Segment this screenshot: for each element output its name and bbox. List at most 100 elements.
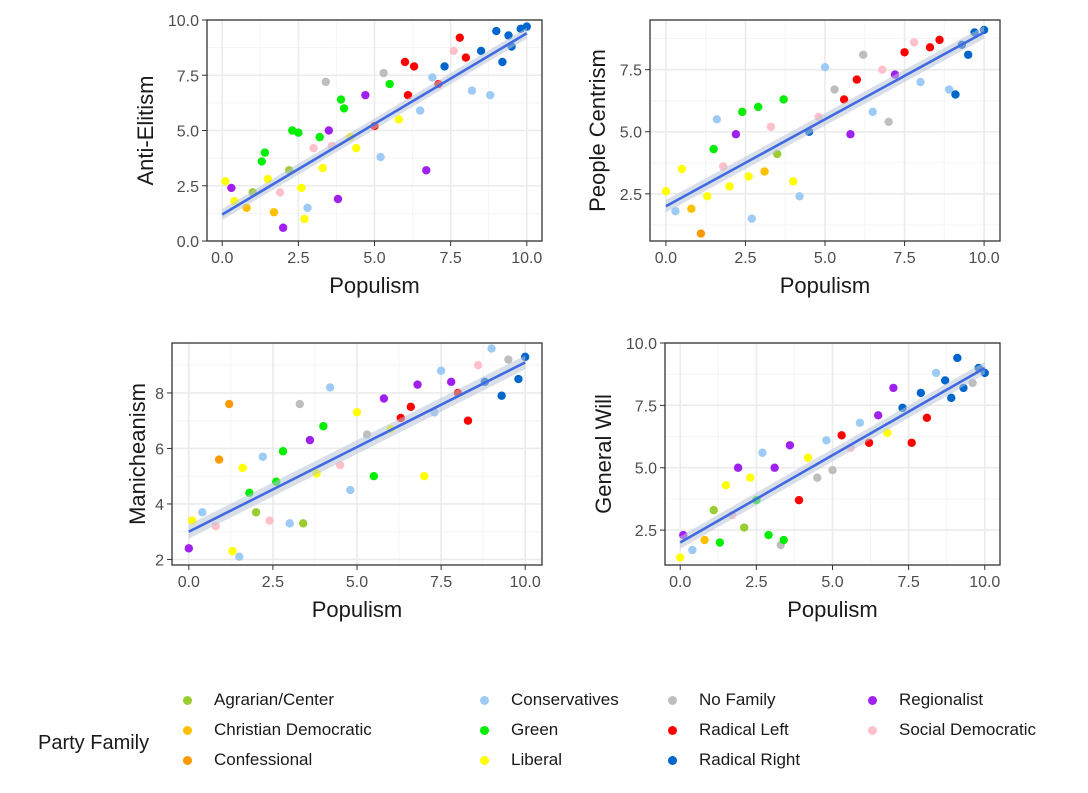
legend-item-agrarian-center: Agrarian/Center [183,688,334,712]
point-social-democratic [449,46,458,56]
point-christian-democratic [687,204,696,213]
point-green [779,535,788,545]
x-axis-label: Populism [312,597,402,622]
point-social-democratic [265,516,274,525]
point-conservatives [376,152,385,162]
point-regionalist [446,377,456,387]
point-radical-left [907,438,916,447]
point-radical-right [940,376,950,385]
x-tick-label: 0.0 [211,250,233,267]
point-conservatives [712,115,722,124]
point-regionalist [422,166,431,175]
point-conservatives [944,85,954,94]
y-axis-label: Manicheanism [125,383,150,525]
y-axis-label: Anti-Elitism [133,75,158,185]
legend-title: Party Family [38,732,150,754]
point-liberal [221,177,230,186]
point-no-family [813,473,822,482]
point-agrarian-center [739,523,749,532]
point-liberal [703,192,712,201]
point-liberal [661,187,671,196]
point-radical-right [514,374,523,384]
point-regionalist [324,126,334,135]
point-radical-left [463,416,473,425]
point-no-family [295,399,305,409]
x-tick-label: 5.0 [814,250,836,267]
point-conservatives [486,90,495,100]
point-liberal [352,408,362,417]
legend-item-regionalist: Regionalist [868,688,983,712]
x-tick-label: 7.5 [440,250,462,267]
point-social-democratic [878,65,887,74]
point-regionalist [731,130,741,139]
legend-item-radical-left: Radical Left [668,718,789,742]
scatter-plot-grid: 0.0 2.5 5.0 7.5 10.0 0.0 2.5 5.0 7.5 10.0 Populism… [125,13,1001,622]
point-regionalist [889,383,898,393]
point-liberal [420,472,429,481]
point-regionalist [873,411,883,420]
point-radical-left [461,53,471,62]
point-conservatives [855,418,865,428]
y-tick-label: 10.0 [626,336,657,353]
point-liberal [297,183,306,193]
y-tick-label: 5.0 [177,124,199,141]
y-tick-label: 7.5 [620,63,642,80]
point-regionalist [733,463,743,472]
point-green [753,102,763,112]
point-conservatives [346,485,355,495]
point-liberal [803,453,813,462]
x-tick-label: 5.0 [363,250,385,267]
point-green [294,128,303,137]
x-axis-label: Populism [780,273,870,298]
x-tick-label: 0.0 [178,574,200,591]
point-confessional [696,229,706,238]
point-conservatives [325,383,335,392]
legend-item-label: Regionalist [899,690,984,709]
point-conservatives [436,366,446,375]
x-tick-label: 2.5 [262,574,284,591]
point-liberal [744,172,753,181]
point-green [715,538,725,547]
legend-item-label: Christian Democratic [214,720,372,739]
point-confessional [214,455,224,464]
point-no-family [504,355,513,364]
point-radical-left [794,495,804,505]
point-social-democratic [766,122,776,131]
point-regionalist [413,380,422,389]
point-social-democratic [473,361,483,370]
point-liberal [677,164,687,174]
point-no-family [828,466,837,475]
point-christian-democratic [269,208,279,217]
legend-item-label: Social Democratic [899,720,1036,739]
point-green [385,79,394,89]
point-regionalist [379,394,389,403]
point-conservatives [916,77,925,87]
point-no-family [884,117,893,127]
trend-line [665,31,985,208]
legend-item-confessional: Confessional [183,748,312,772]
point-liberal [318,163,327,173]
point-conservatives [303,203,312,213]
legend-key-dot [668,725,677,735]
legend-key-dot [868,725,877,735]
legend-item-liberal: Liberal [480,748,562,772]
legend-item-label: No Family [699,690,776,709]
y-tick-label: 7.5 [635,398,657,415]
legend-item-label: Agrarian/Center [214,690,335,709]
legend-item-radical-right: Radical Right [668,748,800,772]
point-liberal [352,143,361,153]
point-agrarian-center [251,508,261,517]
legend-key-dot [183,695,192,705]
point-no-family [858,50,868,59]
point-green [315,132,324,142]
point-green [339,104,349,113]
point-conservatives [415,106,425,115]
point-conservatives [822,436,831,445]
legend-item-green: Green [480,718,558,742]
point-liberal [300,214,309,224]
x-axis-label: Populism [787,597,877,622]
y-tick-label: 2.5 [177,179,199,196]
point-agrarian-center [709,505,718,515]
point-radical-right [953,353,962,363]
point-conservatives [487,344,496,353]
